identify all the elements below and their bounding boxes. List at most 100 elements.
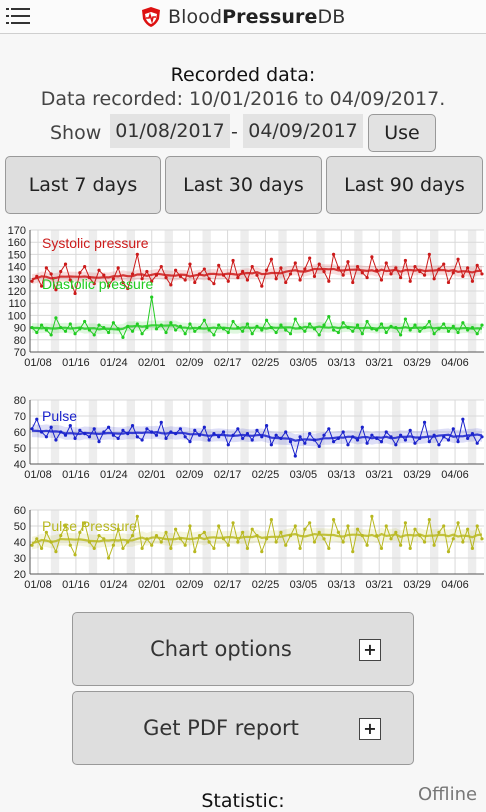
data-point	[379, 278, 384, 282]
y-tick-label: 30	[14, 553, 26, 565]
data-point	[231, 521, 235, 525]
to-date-field[interactable]: 04/09/2017	[243, 114, 363, 148]
data-point	[197, 326, 202, 330]
data-point	[312, 327, 317, 331]
data-point	[312, 438, 317, 442]
data-point	[73, 553, 77, 557]
data-point	[154, 433, 159, 437]
data-point	[264, 424, 269, 428]
data-point	[193, 428, 197, 432]
data-point	[188, 262, 192, 266]
data-point	[169, 283, 173, 287]
data-point	[30, 543, 34, 547]
data-point	[49, 540, 53, 544]
chart-options-button[interactable]: Chart options +	[72, 612, 414, 686]
data-point	[432, 332, 436, 336]
data-point	[284, 280, 288, 285]
series-name-label: Pulse Pressure	[42, 518, 137, 534]
data-point	[59, 326, 63, 330]
data-point	[451, 537, 455, 541]
expand-plus-icon[interactable]: +	[359, 718, 381, 740]
data-point	[327, 315, 331, 319]
data-point	[106, 556, 111, 560]
x-tick-label: 03/13	[328, 579, 356, 591]
data-point	[188, 322, 192, 326]
last-30-days-button[interactable]: Last 30 days	[165, 156, 322, 214]
data-point	[164, 330, 168, 335]
data-point	[63, 433, 68, 437]
y-tick-label: 50	[14, 443, 26, 455]
data-point	[97, 268, 101, 272]
data-point	[303, 267, 307, 271]
data-point	[87, 540, 92, 544]
data-point	[303, 527, 307, 531]
data-point	[73, 332, 77, 336]
data-point	[241, 436, 245, 440]
from-date-field[interactable]: 01/08/2017	[110, 114, 230, 148]
data-point	[475, 524, 479, 528]
data-point	[308, 322, 312, 326]
data-point	[68, 322, 72, 326]
data-point	[106, 284, 111, 288]
hamburger-menu-icon[interactable]	[6, 7, 30, 25]
data-point	[183, 278, 187, 282]
expand-plus-icon[interactable]: +	[359, 639, 381, 661]
data-point	[355, 438, 360, 442]
pulse-pressure-chart: 20 30 40 50 60 01/08 01/16 01/24 02/01 02/09 02/17…	[14, 505, 484, 591]
last-7-days-button[interactable]: Last 7 days	[5, 156, 161, 214]
data-point	[226, 443, 230, 447]
data-point	[30, 427, 34, 431]
x-tick-label: 03/13	[328, 469, 356, 481]
data-point	[231, 433, 235, 437]
chart-options-label: Chart options	[150, 637, 292, 661]
data-point	[269, 326, 273, 330]
data-point	[418, 534, 422, 538]
data-point	[375, 534, 379, 538]
data-point	[384, 330, 388, 335]
data-point	[470, 279, 475, 283]
date-separator: -	[231, 121, 238, 143]
data-point	[327, 546, 331, 550]
data-point	[250, 438, 254, 442]
data-point	[403, 317, 408, 321]
last-90-days-button[interactable]: Last 90 days	[326, 156, 483, 214]
y-tick-label: 140	[8, 262, 26, 274]
data-point	[83, 265, 87, 269]
data-point	[360, 425, 364, 429]
data-point	[298, 278, 302, 282]
data-point	[250, 527, 254, 531]
y-tick-label: 70	[14, 411, 26, 423]
x-tick-label: 02/25	[252, 579, 280, 591]
data-point	[245, 546, 250, 550]
data-point	[341, 430, 345, 434]
data-point	[403, 258, 408, 263]
data-point	[475, 263, 479, 267]
data-point	[59, 430, 63, 434]
data-point	[475, 332, 479, 336]
data-point	[102, 537, 106, 541]
data-point	[346, 524, 350, 528]
data-point	[102, 273, 106, 277]
data-point	[327, 427, 331, 431]
data-point	[226, 279, 230, 283]
data-point	[159, 265, 163, 269]
pdf-report-button[interactable]: Get PDF report +	[72, 691, 414, 765]
y-tick-label: 40	[14, 537, 26, 549]
data-point	[130, 329, 135, 333]
data-point	[260, 550, 264, 554]
data-point	[102, 430, 106, 434]
app-title: BloodPressureDB	[168, 6, 346, 28]
data-point	[418, 269, 422, 274]
x-tick-label: 02/01	[138, 357, 166, 369]
data-point	[437, 267, 441, 271]
data-point	[135, 435, 139, 439]
data-point	[78, 271, 82, 275]
data-point	[260, 435, 264, 439]
series-name-label: Diastolic pressure	[42, 276, 153, 292]
data-point	[293, 454, 297, 458]
x-tick-label: 03/13	[328, 357, 356, 369]
y-tick-label: 170	[8, 225, 26, 237]
use-button[interactable]: Use	[368, 114, 436, 152]
data-point	[413, 527, 417, 531]
data-point	[178, 274, 183, 278]
